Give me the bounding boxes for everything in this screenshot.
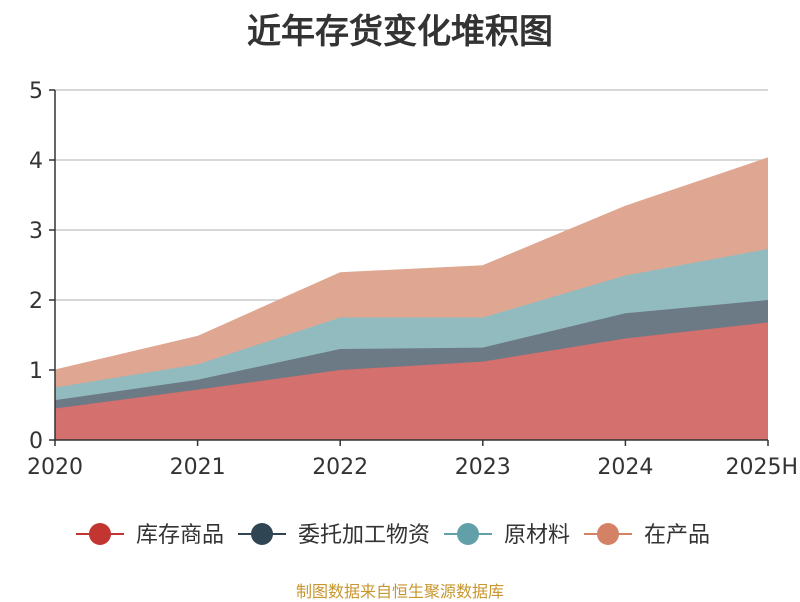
series-areas [54, 157, 769, 440]
axes: 0 1 2 3 4 5 2020 2021 2022 2023 2024 2025H [27, 79, 798, 480]
series-area-3 [55, 248, 768, 401]
x-tick-label: 2024 [597, 455, 653, 480]
x-tick-label: 2023 [455, 455, 511, 480]
legend-item-1[interactable]: 库存商品 [76, 523, 224, 548]
legend-marker [251, 523, 273, 545]
legend-item-3[interactable]: 原材料 [444, 523, 570, 548]
series-area-1 [55, 322, 768, 440]
legend-marker [89, 523, 111, 545]
y-tick-label: 3 [29, 219, 43, 244]
y-tick-label: 5 [29, 79, 43, 104]
y-tick-label: 2 [29, 289, 43, 314]
series-area-2 [55, 300, 768, 409]
legend-item-2[interactable]: 委托加工物资 [238, 523, 430, 548]
source-note: 制图数据来自恒生聚源数据库 [295, 582, 504, 601]
y-tick-label: 0 [29, 429, 43, 454]
legend-marker [597, 523, 619, 545]
legend-label: 在产品 [644, 523, 710, 548]
legend-label: 委托加工物资 [298, 523, 430, 548]
series-area-4 [55, 157, 768, 388]
legend-item-4[interactable]: 在产品 [584, 523, 710, 548]
legend-marker [457, 523, 479, 545]
legend: 库存商品 委托加工物资 原材料 在产品 [76, 523, 710, 548]
x-tick-label: 2022 [312, 455, 368, 480]
x-tick-label: 2025H [725, 455, 798, 480]
y-tick-label: 1 [29, 359, 43, 384]
x-tick-label: 2021 [170, 455, 226, 480]
y-tick-label: 4 [29, 149, 43, 174]
chart-title: 近年存货变化堆积图 [247, 12, 553, 52]
legend-label: 原材料 [504, 523, 570, 548]
x-tick-label: 2020 [27, 455, 83, 480]
legend-label: 库存商品 [136, 523, 224, 548]
series-line-4 [54, 157, 769, 371]
